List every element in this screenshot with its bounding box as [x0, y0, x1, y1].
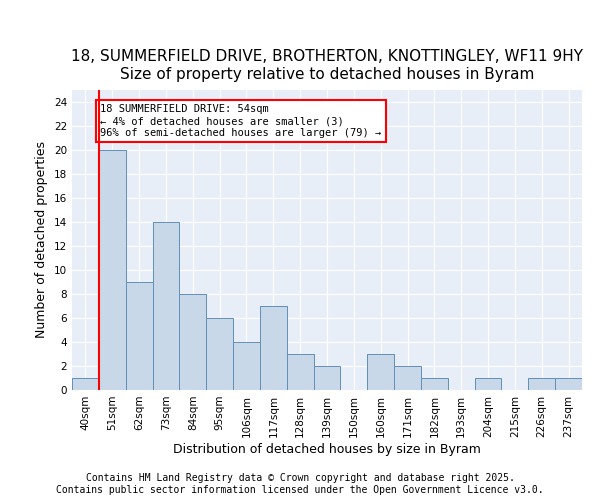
Bar: [206, 318, 233, 390]
Bar: [233, 342, 260, 390]
Bar: [72, 378, 99, 390]
Bar: [260, 306, 287, 390]
Bar: [394, 366, 421, 390]
Text: 18 SUMMERFIELD DRIVE: 54sqm
← 4% of detached houses are smaller (3)
96% of semi-: 18 SUMMERFIELD DRIVE: 54sqm ← 4% of deta…: [100, 104, 382, 138]
Bar: [125, 282, 152, 390]
Y-axis label: Number of detached properties: Number of detached properties: [35, 142, 49, 338]
Bar: [367, 354, 394, 390]
Bar: [314, 366, 340, 390]
Bar: [529, 378, 555, 390]
Bar: [99, 150, 125, 390]
X-axis label: Distribution of detached houses by size in Byram: Distribution of detached houses by size …: [173, 442, 481, 456]
Bar: [475, 378, 502, 390]
Bar: [179, 294, 206, 390]
Bar: [287, 354, 314, 390]
Bar: [555, 378, 582, 390]
Title: 18, SUMMERFIELD DRIVE, BROTHERTON, KNOTTINGLEY, WF11 9HY
Size of property relati: 18, SUMMERFIELD DRIVE, BROTHERTON, KNOTT…: [71, 50, 583, 82]
Bar: [421, 378, 448, 390]
Text: Contains HM Land Registry data © Crown copyright and database right 2025.
Contai: Contains HM Land Registry data © Crown c…: [56, 474, 544, 495]
Bar: [152, 222, 179, 390]
